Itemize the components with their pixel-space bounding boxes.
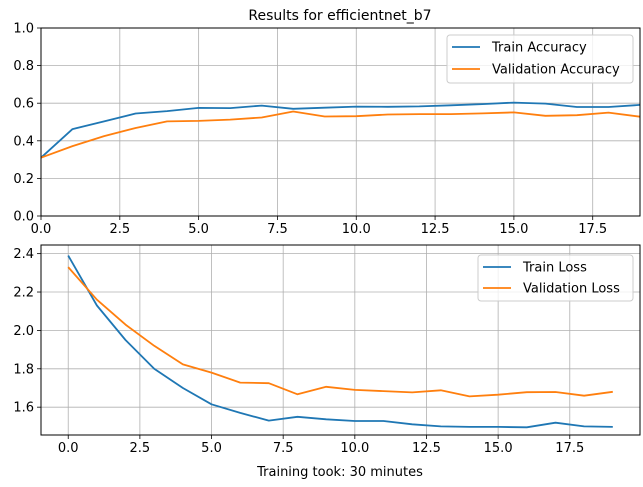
legend-label-train-accuracy: Train Accuracy xyxy=(491,41,587,56)
chart-title: Results for efficientnet_b7 xyxy=(248,8,431,24)
accuracy-ticks: 0.0 2.5 5.0 7.5 10.0 12.5 15.0 17.5 0.0 0.2 0.4 0.6… xyxy=(13,22,607,238)
x-tick-label: 15.0 xyxy=(484,441,513,456)
series-line-validation-accuracy xyxy=(40,110,641,159)
x-tick-label: 5.0 xyxy=(201,441,222,456)
y-tick-label: 0.6 xyxy=(13,97,34,112)
x-tick-label: 17.5 xyxy=(555,441,584,456)
x-tick-label: 2.5 xyxy=(130,441,151,456)
legend-label-train-loss: Train Loss xyxy=(522,261,587,276)
y-tick-label: 0.4 xyxy=(13,134,34,149)
x-tick-label: 5.0 xyxy=(188,222,209,237)
accuracy-chart: Results for efficientnet_b7 0.0 2.5 5.0 7.5… xyxy=(13,8,641,238)
accuracy-plot-frame xyxy=(40,27,641,217)
series-line-train-accuracy xyxy=(40,101,641,159)
x-tick-label: 10.0 xyxy=(342,222,371,237)
legend-label-validation-loss: Validation Loss xyxy=(523,282,620,297)
loss-lines xyxy=(67,255,613,429)
x-tick-label: 10.0 xyxy=(340,441,369,456)
series-line-validation-loss xyxy=(67,266,613,398)
x-tick-label: 7.5 xyxy=(267,222,288,237)
legend-box xyxy=(477,254,634,302)
y-tick-label: 1.8 xyxy=(13,362,34,377)
loss-ticks: 0.0 2.5 5.0 7.5 10.0 12.5 15.0 17.5 1.6 1.8 2.0 2.2… xyxy=(13,247,584,456)
x-tick-label: 0.0 xyxy=(58,441,79,456)
x-tick-label: 17.5 xyxy=(578,222,607,237)
accuracy-legend: Train Accuracy Validation Accuracy xyxy=(446,34,634,84)
x-tick-label: 0.0 xyxy=(31,222,52,237)
y-tick-label: 2.4 xyxy=(13,247,34,262)
loss-legend: Train Loss Validation Loss xyxy=(477,254,634,302)
x-tick-label: 12.5 xyxy=(412,441,441,456)
y-tick-label: 2.2 xyxy=(13,286,34,301)
x-tick-label: 2.5 xyxy=(109,222,130,237)
legend-box xyxy=(446,34,634,84)
loss-plot-frame xyxy=(40,244,641,436)
legend-label-validation-accuracy: Validation Accuracy xyxy=(492,63,620,78)
y-tick-label: 1.6 xyxy=(13,401,34,416)
y-tick-label: 1.0 xyxy=(13,22,34,37)
x-tick-label: 12.5 xyxy=(421,222,450,237)
series-line-train-loss xyxy=(67,255,613,429)
y-tick-label: 0.0 xyxy=(13,210,34,225)
y-tick-label: 0.2 xyxy=(13,172,34,187)
x-tick-label: 7.5 xyxy=(273,441,294,456)
x-tick-label: 15.0 xyxy=(499,222,528,237)
x-axis-label: Training took: 30 minutes xyxy=(256,465,423,480)
loss-chart: 0.0 2.5 5.0 7.5 10.0 12.5 15.0 17.5 1.6 1.8 2.0 2.2… xyxy=(13,244,641,480)
accuracy-lines xyxy=(40,101,641,159)
y-tick-label: 0.8 xyxy=(13,59,34,74)
y-tick-label: 2.0 xyxy=(13,324,34,339)
